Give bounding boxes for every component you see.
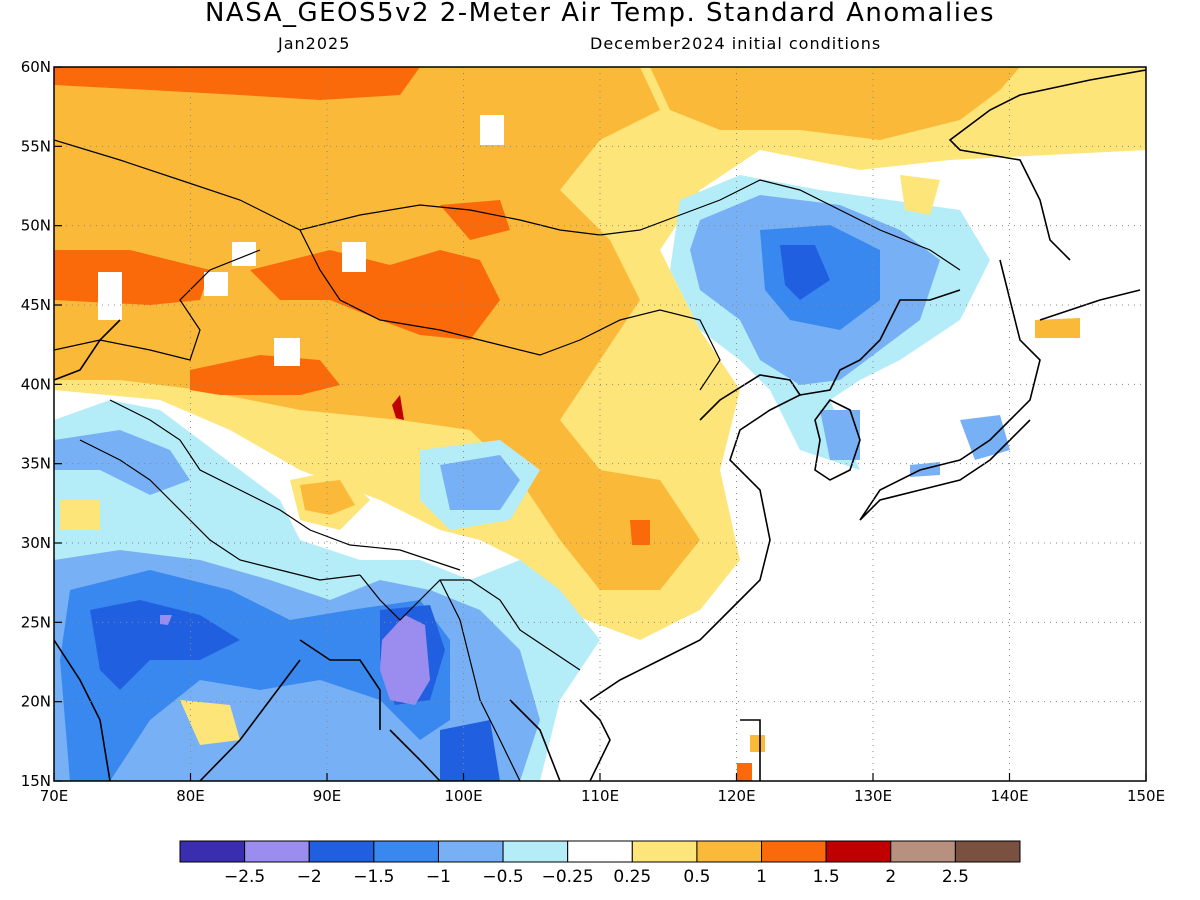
y-tick-label: 55N [21, 137, 51, 155]
y-tick-label: 35N [21, 455, 51, 473]
colorbar-swatch [308, 840, 375, 863]
y-tick-label: 60N [21, 58, 51, 76]
colorbar-label: −1 [426, 867, 451, 887]
anomaly-field [54, 67, 1146, 781]
y-tick-label: 40N [21, 375, 51, 393]
y-tick-label: 50N [21, 217, 51, 235]
colorbar-swatch [696, 840, 763, 863]
x-tick-label: 130E [854, 787, 892, 805]
colorbar-label: −2 [297, 867, 322, 887]
colorbar-label: −2.5 [224, 867, 265, 887]
moderate-warm-region [54, 67, 700, 590]
colorbar-label: 0.25 [613, 867, 651, 887]
x-tick-label: 140E [990, 787, 1028, 805]
colorbar-label: 2 [885, 867, 896, 887]
x-tick-label: 80E [176, 787, 205, 805]
colorbar-swatch [954, 840, 1021, 863]
map-title: NASA_GEOS5v2 2-Meter Air Temp. Standard … [204, 0, 996, 28]
colorbar-label: −1.5 [353, 867, 394, 887]
strong-cold-region [380, 615, 430, 705]
colorbar-label: −0.5 [482, 867, 523, 887]
y-tick-label: 20N [21, 693, 51, 711]
grid [54, 67, 1146, 781]
colorbar-swatch [825, 840, 892, 863]
y-tick-label: 30N [21, 534, 51, 552]
colorbar-label: −0.25 [542, 867, 594, 887]
x-tick-label: 120E [717, 787, 755, 805]
colorbar-swatch [890, 840, 956, 863]
country-borders [54, 139, 961, 781]
colorbar-swatch [244, 840, 310, 863]
colorbar-label: 2.5 [942, 867, 969, 887]
x-tick-label: 150E [1127, 787, 1165, 805]
x-tick-label: 100E [444, 787, 482, 805]
colorbar-swatch [502, 840, 569, 863]
colorbar-swatch [179, 840, 246, 863]
x-tick-label: 70E [40, 787, 69, 805]
strong-warm-region [54, 67, 420, 100]
colorbar-swatch [761, 840, 827, 863]
y-tick-label: 45N [21, 296, 51, 314]
initial-conditions: December2024 initial conditions [590, 34, 882, 53]
colorbar-swatch [567, 840, 633, 863]
x-tick-label: 90E [313, 787, 342, 805]
colorbar-label: 0.5 [683, 867, 710, 887]
colorbar-swatch [631, 840, 698, 863]
colorbar-label: 1 [756, 867, 767, 887]
x-tick-label: 110E [581, 787, 619, 805]
colorbar-swatch [373, 840, 439, 863]
y-tick-label: 25N [21, 613, 51, 631]
colorbar: −2.5 −2 −1.5 −1 −0.5 −0.25 0.25 0.5 1 1.5 2 2.5 [179, 840, 1021, 887]
coastlines [54, 69, 1146, 781]
y-axis: 15N 20N 25N 30N 35N 40N 45N 50N 55N 60N [21, 58, 62, 790]
colorbar-label: 1.5 [813, 867, 840, 887]
y-tick-label: 15N [21, 772, 51, 790]
forecast-month: Jan2025 [278, 34, 351, 53]
colorbar-swatch [437, 840, 504, 863]
x-axis: 70E 80E 90E 100E 110E 120E 130E 140E 150E [40, 773, 1165, 805]
